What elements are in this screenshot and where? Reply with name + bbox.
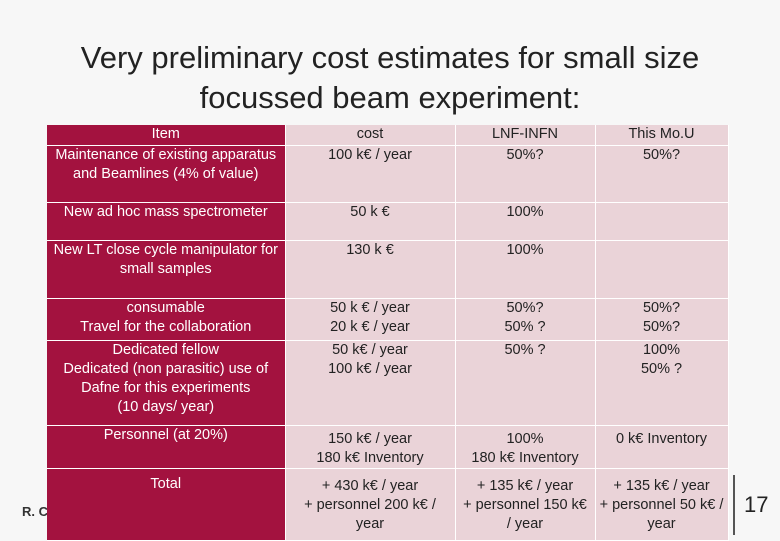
author: R. C [22, 504, 48, 519]
item-cell: Total [47, 468, 286, 541]
item-cell: New ad hoc mass spectrometer [47, 202, 286, 241]
value-cell: + 135 k€ / year + personnel 50 k€ / year [595, 468, 729, 541]
value-cell: 50%? 50% ? [455, 298, 596, 341]
value-cell: 100% [455, 202, 596, 241]
value-cell: 50 k € / year 20 k € / year [285, 298, 456, 341]
divider [733, 475, 735, 535]
item-cell: Personnel (at 20%) [47, 425, 286, 469]
value-cell: 50%? [455, 145, 596, 203]
value-cell: 50% ? [455, 340, 596, 426]
value-cell: 50 k€ / year 100 k€ / year [285, 340, 456, 426]
value-cell: 150 k€ / year 180 k€ Inventory [285, 425, 456, 469]
table-row: Maintenance of existing apparatus and Be… [47, 145, 729, 203]
value-cell: 0 k€ Inventory [595, 425, 729, 469]
value-cell: + 430 k€ / year + personnel 200 k€ / yea… [285, 468, 456, 541]
item-cell: consumable Travel for the collaboration [47, 298, 286, 341]
value-cell [595, 202, 729, 241]
page-number: 17 [744, 492, 769, 517]
header-cell: Item [47, 125, 286, 146]
value-cell [595, 240, 729, 299]
value-cell: + 135 k€ / year + personnel 150 k€ / yea… [455, 468, 596, 541]
table-row: Total + 430 k€ / year + personnel 200 k€ … [47, 468, 729, 541]
item-cell: New LT close cycle manipulator for small… [47, 240, 286, 299]
table-row: Personnel (at 20%) 150 k€ / year 180 k€ I… [47, 425, 729, 469]
value-cell: 100% 180 k€ Inventory [455, 425, 596, 469]
header-cell: LNF-INFN [455, 125, 596, 146]
table-row: Dedicated fellow Dedicated (non parasiti… [47, 340, 729, 426]
table-row: Item cost LNF-INFN This Mo.U [47, 125, 729, 146]
table-row: New LT close cycle manipulator for small… [47, 240, 729, 299]
cost-table: Item cost LNF-INFN This Mo.U Maintenance of … [47, 125, 729, 541]
value-cell: 100% [455, 240, 596, 299]
item-cell: Dedicated fellow Dedicated (non parasiti… [47, 340, 286, 426]
slide-title: Very preliminary cost estimates for smal… [80, 40, 700, 115]
value-cell: 50%? 50%? [595, 298, 729, 341]
header-cell: This Mo.U [595, 125, 729, 146]
table-row: New ad hoc mass spectrometer 50 k €100% [47, 202, 729, 241]
value-cell: 100 k€ / year [285, 145, 456, 203]
table-row: consumable Travel for the collaboration 5… [47, 298, 729, 341]
value-cell: 50 k € [285, 202, 456, 241]
header-cell: cost [285, 125, 456, 146]
value-cell: 130 k € [285, 240, 456, 299]
value-cell: 100% 50% ? [595, 340, 729, 426]
value-cell: 50%? [595, 145, 729, 203]
item-cell: Maintenance of existing apparatus and Be… [47, 145, 286, 203]
